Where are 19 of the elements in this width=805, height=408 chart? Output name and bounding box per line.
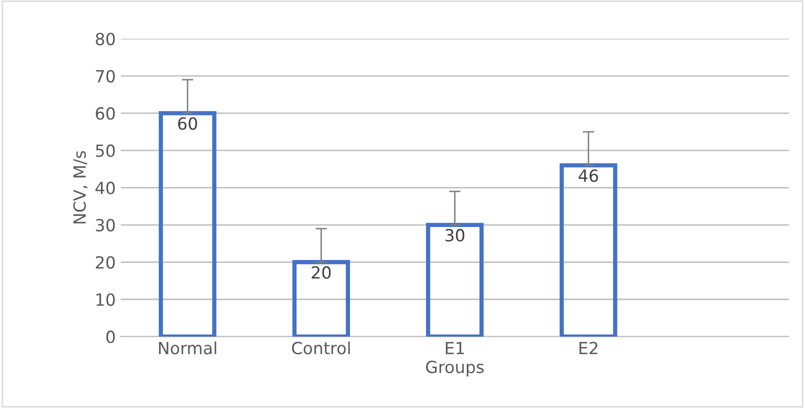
y-tick-label: 0 xyxy=(106,330,115,344)
y-tick-label: 80 xyxy=(96,32,115,46)
data-label: 30 xyxy=(445,228,464,242)
y-tick-label: 60 xyxy=(96,107,115,120)
y-tick-label: 70 xyxy=(96,70,115,83)
data-label: 20 xyxy=(312,266,331,279)
y-axis-title: NCV, M/s xyxy=(73,151,88,224)
x-tick-label: E1 xyxy=(446,342,464,354)
x-tick-label: E2 xyxy=(580,342,598,354)
y-tick-label: 40 xyxy=(95,182,115,194)
y-tick-label: 50 xyxy=(96,144,115,158)
x-axis-title: Groups xyxy=(426,360,484,376)
y-tick-label: 30 xyxy=(96,218,115,232)
y-tick-label: 10 xyxy=(96,293,115,306)
data-label: 46 xyxy=(578,169,598,182)
data-label: 60 xyxy=(178,117,198,130)
x-tick-label: Control xyxy=(292,341,350,354)
x-tick-label: Normal xyxy=(159,341,216,354)
y-tick-label: 20 xyxy=(96,256,115,269)
